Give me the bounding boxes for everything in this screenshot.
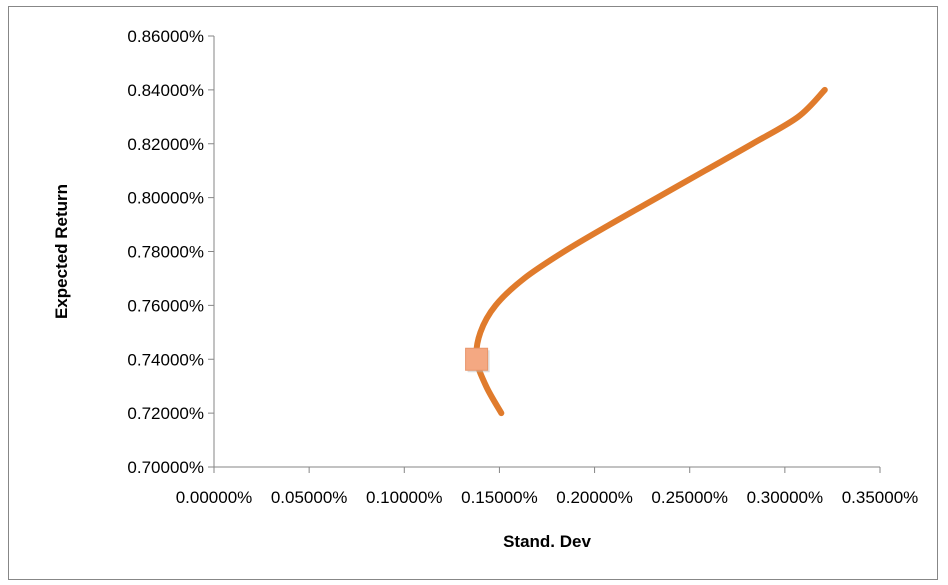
x-tick-label: 0.00000% [176,488,253,507]
x-tick-label: 0.15000% [461,488,538,507]
x-tick-label: 0.05000% [271,488,348,507]
y-tick-label: 0.82000% [127,135,204,154]
y-tick-label: 0.76000% [127,296,204,315]
y-tick-label: 0.72000% [127,404,204,423]
x-ticks: 0.00000% 0.05000% 0.10000% 0.15000% 0.20000%… [176,467,919,507]
y-tick-label: 0.80000% [127,189,204,208]
y-axis-title: Expected Return [52,184,71,319]
min-variance-marker [465,347,489,371]
x-tick-label: 0.10000% [366,488,443,507]
x-tick-label: 0.25000% [651,488,728,507]
y-tick-label: 0.86000% [127,27,204,46]
x-tick-label: 0.35000% [842,488,919,507]
chart-area [8,6,938,580]
frontier-line [473,86,828,417]
y-tick-label: 0.70000% [127,458,204,477]
x-tick-label: 0.20000% [556,488,633,507]
y-ticks: 0.70000% 0.72000% 0.74000% 0.76000% 0.78000%… [127,27,214,477]
y-tick-label: 0.78000% [127,243,204,262]
y-tick-label: 0.84000% [127,81,204,100]
axes [213,36,880,468]
series-layer [465,86,828,417]
x-axis-title: Stand. Dev [503,532,591,551]
y-tick-label: 0.74000% [127,350,204,369]
x-tick-label: 0.30000% [747,488,824,507]
